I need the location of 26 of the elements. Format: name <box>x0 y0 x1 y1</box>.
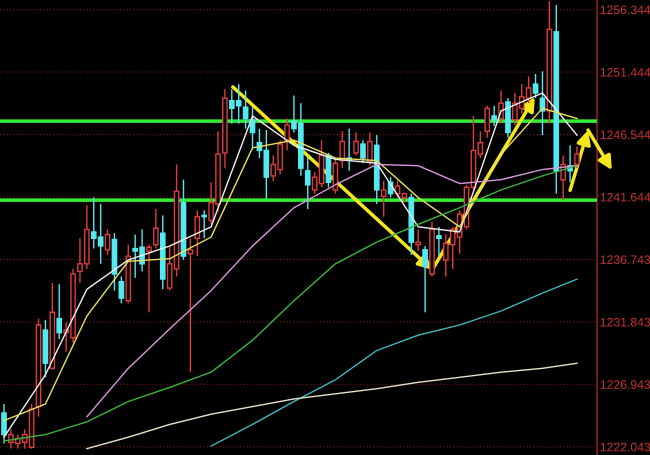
candlestick <box>56 284 62 340</box>
candlestick <box>491 105 497 127</box>
candlestick <box>222 88 228 169</box>
candlestick <box>304 154 311 210</box>
y-tick-label: 1222.043 <box>600 442 650 452</box>
candlestick <box>194 210 200 257</box>
candlestick <box>540 70 546 136</box>
y-tick-label: 1256.344 <box>600 6 650 14</box>
y-tick-label: 1226.943 <box>600 380 650 389</box>
y-tick-label: 1241.644 <box>600 192 650 202</box>
candlestick <box>415 228 422 252</box>
line-series <box>86 362 578 450</box>
line-series <box>210 278 578 447</box>
y-tick-label: 1251.444 <box>600 68 650 77</box>
candlestick <box>42 319 48 378</box>
y-tick-label: 1231.843 <box>600 318 650 326</box>
y-tick-label: 1236.743 <box>600 255 650 264</box>
candlestick <box>380 180 387 218</box>
candlestick <box>546 0 552 124</box>
candlestick <box>160 214 166 290</box>
candlestick <box>250 106 256 149</box>
y-tick-label: 1246.544 <box>600 130 650 140</box>
candlestick <box>118 276 124 304</box>
candlestick <box>242 90 248 130</box>
candlestick <box>553 4 560 194</box>
candlestick <box>188 238 194 373</box>
